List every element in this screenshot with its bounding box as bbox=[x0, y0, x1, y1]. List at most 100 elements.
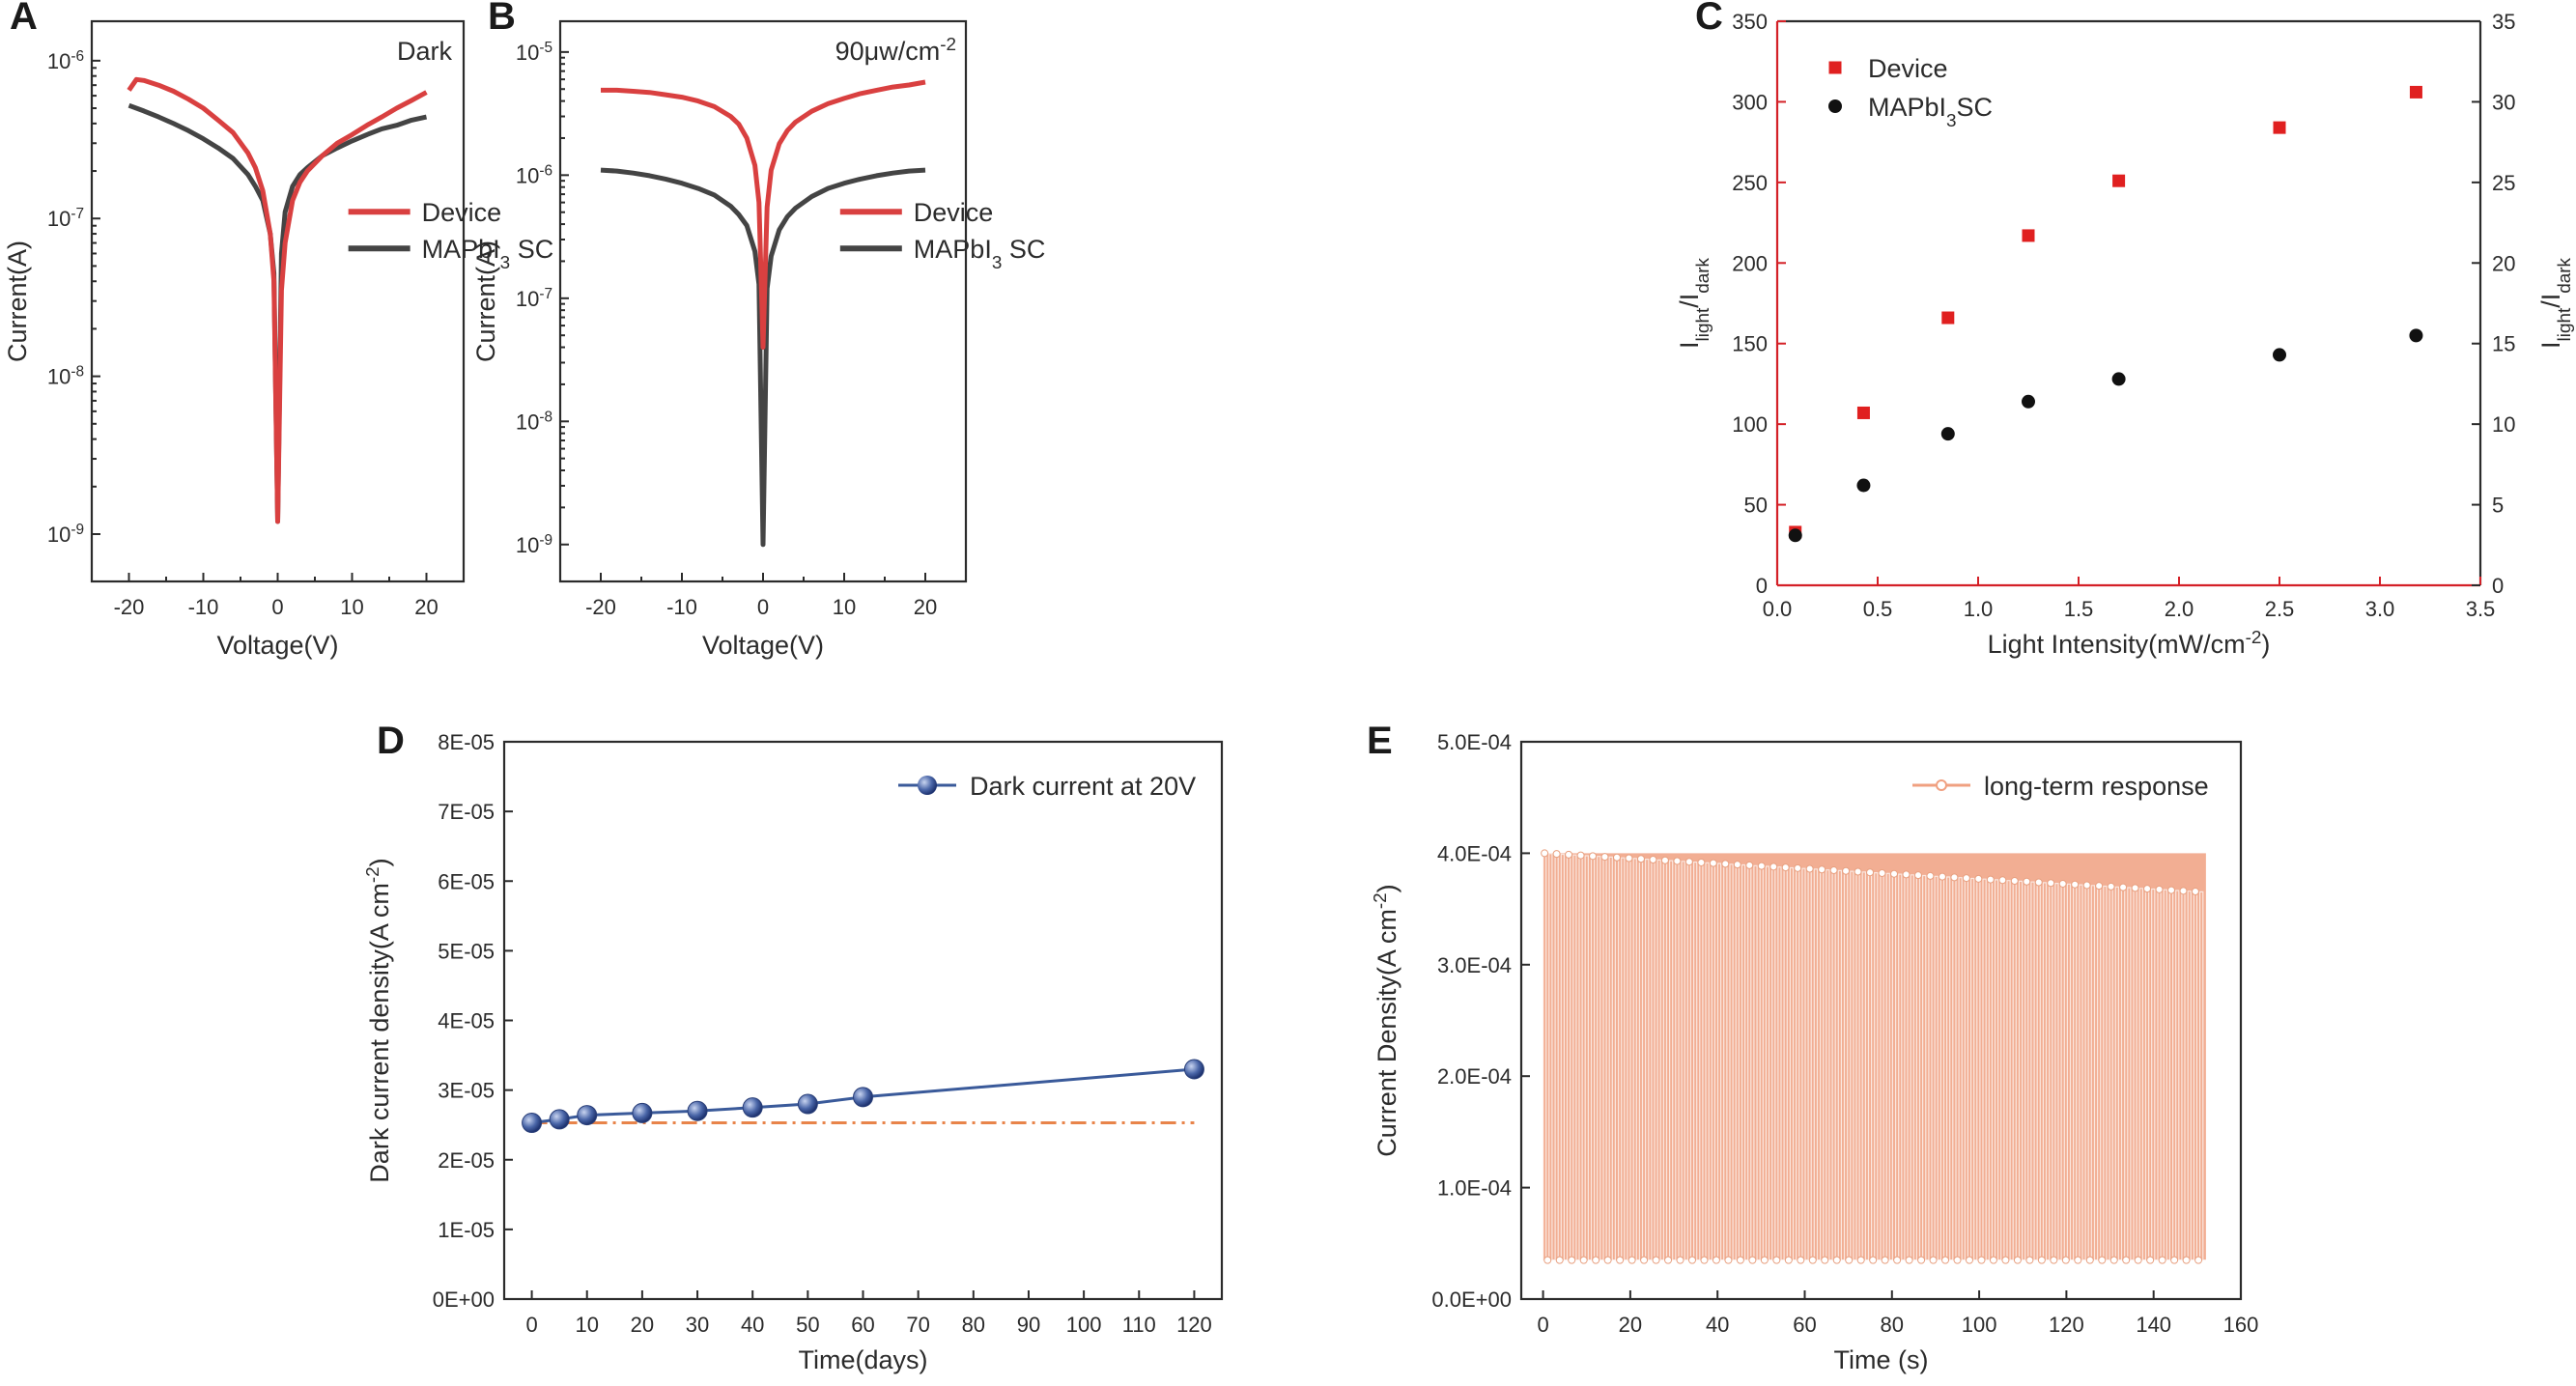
on-marker bbox=[1902, 870, 1911, 879]
y-left-tick-label: 0 bbox=[1756, 574, 1768, 598]
off-marker bbox=[2194, 1256, 2203, 1264]
y-tick-label: 10-5 bbox=[516, 39, 552, 65]
x-tick-label: 2.0 bbox=[2165, 597, 2194, 621]
y-tick-label: 10-6 bbox=[516, 162, 552, 188]
on-marker bbox=[1781, 863, 1790, 872]
response-trace bbox=[1543, 852, 2206, 1261]
x-axis-title: Time (s) bbox=[1834, 1345, 1929, 1374]
x-tick-label: -20 bbox=[585, 595, 616, 619]
on-marker bbox=[1986, 875, 1995, 884]
off-marker bbox=[1579, 1256, 1588, 1264]
on-marker bbox=[1745, 861, 1754, 869]
y-tick-label: 3E-05 bbox=[438, 1079, 495, 1103]
off-marker bbox=[1760, 1256, 1769, 1264]
off-marker bbox=[1664, 1256, 1673, 1264]
legend-swatch bbox=[1828, 99, 1842, 113]
y-tick-label: 0.0E+00 bbox=[1431, 1287, 1512, 1312]
y-right-tick-label: 25 bbox=[2492, 171, 2515, 195]
x-tick-label: 20 bbox=[1619, 1313, 1642, 1337]
legend-label: Dark current at 20V bbox=[970, 772, 1196, 801]
off-marker bbox=[1616, 1256, 1625, 1264]
x-tick-label: 100 bbox=[1066, 1313, 1102, 1337]
data-point bbox=[522, 1113, 543, 1134]
x-tick-label: 10 bbox=[833, 595, 856, 619]
mapbi3-point bbox=[1940, 427, 1955, 441]
off-marker bbox=[1821, 1256, 1829, 1264]
device-point bbox=[2022, 229, 2035, 242]
off-marker bbox=[1700, 1256, 1709, 1264]
on-marker bbox=[1878, 868, 1886, 877]
x-tick-label: 70 bbox=[906, 1313, 929, 1337]
off-marker bbox=[1724, 1256, 1733, 1264]
device-point bbox=[1856, 406, 1870, 419]
on-marker bbox=[1890, 869, 1899, 878]
series-line-device bbox=[127, 76, 428, 524]
legend-label: MAPbI3 SC bbox=[422, 235, 554, 273]
x-tick-label: 0 bbox=[525, 1313, 537, 1337]
off-marker bbox=[1555, 1256, 1564, 1264]
on-marker bbox=[1673, 857, 1682, 865]
y-left-tick-label: 250 bbox=[1732, 171, 1768, 195]
x-tick-label: 40 bbox=[741, 1313, 764, 1337]
x-tick-label: 40 bbox=[1706, 1313, 1729, 1337]
x-tick-label: 140 bbox=[2136, 1313, 2171, 1337]
device-point bbox=[2409, 85, 2422, 99]
x-tick-label: 30 bbox=[686, 1313, 709, 1337]
y-right-tick-label: 15 bbox=[2492, 332, 2515, 356]
on-marker bbox=[1684, 858, 1693, 866]
off-marker bbox=[1640, 1256, 1649, 1264]
on-marker bbox=[1998, 876, 2007, 885]
y-tick-label: 10-9 bbox=[47, 521, 84, 547]
on-marker bbox=[1854, 867, 1862, 876]
off-marker bbox=[1929, 1256, 1938, 1264]
y-axis-title: Current(A) bbox=[3, 240, 32, 362]
off-marker bbox=[1905, 1256, 1913, 1264]
on-marker bbox=[1866, 868, 1875, 877]
x-tick-label: 20 bbox=[914, 595, 937, 619]
legend-marker bbox=[1936, 779, 1947, 791]
off-marker bbox=[2146, 1256, 2155, 1264]
off-marker bbox=[2170, 1256, 2179, 1264]
legend-label: Device bbox=[914, 198, 994, 227]
y-left-axis-title: Ilight/Idark bbox=[1675, 257, 1713, 348]
x-axis-title: Time(days) bbox=[798, 1345, 927, 1374]
panel-D: D 0 10 20 30 40 50 60 70 80 90 100 110 120 0E+00 1E-05 2… bbox=[363, 720, 1224, 1374]
y-tick-label: 2E-05 bbox=[438, 1148, 495, 1173]
on-marker bbox=[1794, 863, 1802, 872]
on-marker bbox=[2023, 877, 2031, 886]
device-point bbox=[2112, 174, 2126, 187]
y-left-tick-label: 50 bbox=[1744, 494, 1768, 518]
panel-label-A: A bbox=[10, 0, 38, 38]
annotation-text: 90μw/cm-2 bbox=[835, 35, 956, 67]
off-marker bbox=[2098, 1256, 2107, 1264]
x-tick-label: 3.5 bbox=[2466, 597, 2496, 621]
x-tick-label: 120 bbox=[2049, 1313, 2084, 1337]
off-marker bbox=[1797, 1256, 1805, 1264]
x-tick-label: 20 bbox=[631, 1313, 654, 1337]
off-marker bbox=[1832, 1256, 1841, 1264]
on-marker bbox=[1649, 856, 1657, 864]
on-marker bbox=[2058, 879, 2067, 888]
x-tick-label: 110 bbox=[1122, 1313, 1156, 1337]
data-point bbox=[742, 1097, 763, 1118]
off-marker bbox=[1989, 1256, 1997, 1264]
y-left-tick-label: 300 bbox=[1732, 90, 1768, 114]
off-marker bbox=[1687, 1256, 1696, 1264]
x-tick-label: 2.5 bbox=[2265, 597, 2295, 621]
y-tick-label: 1E-05 bbox=[438, 1218, 495, 1242]
off-marker bbox=[2037, 1256, 2046, 1264]
on-marker bbox=[2047, 879, 2055, 888]
x-tick-label: 20 bbox=[414, 595, 438, 619]
off-marker bbox=[1676, 1256, 1684, 1264]
on-marker bbox=[1541, 849, 1549, 858]
mapbi3-point bbox=[2022, 394, 2035, 409]
x-tick-label: 10 bbox=[575, 1313, 598, 1337]
x-tick-label: 100 bbox=[1962, 1313, 1997, 1337]
y-tick-label: 7E-05 bbox=[438, 800, 495, 824]
panel-label-C: C bbox=[1695, 0, 1723, 38]
panel-E: E 0 20 40 60 80 100 120 140 160 0.0E+00 1.0E-04 2.0E… bbox=[1367, 720, 2258, 1374]
panel-label-B: B bbox=[488, 0, 516, 38]
on-marker bbox=[1636, 855, 1645, 863]
off-marker bbox=[1772, 1256, 1781, 1264]
x-tick-label: 60 bbox=[1793, 1313, 1816, 1337]
